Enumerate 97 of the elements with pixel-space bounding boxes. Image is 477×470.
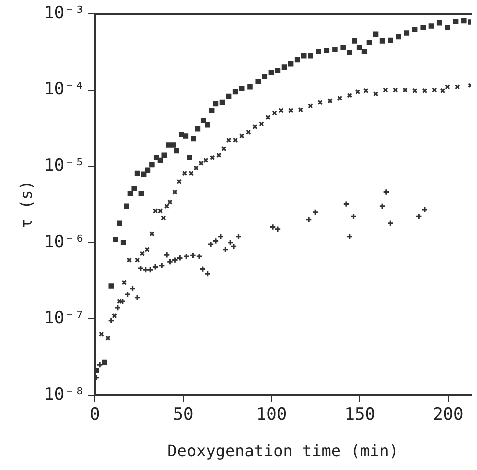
point xyxy=(190,252,197,260)
y-tick-label: 10⁻⁷ xyxy=(44,308,86,329)
point xyxy=(306,216,312,224)
point xyxy=(96,362,104,368)
point xyxy=(212,238,220,245)
point xyxy=(164,204,170,210)
point xyxy=(363,88,369,94)
point xyxy=(176,179,182,185)
point xyxy=(445,84,450,90)
point xyxy=(112,313,118,319)
y-tick-label: 10⁻³ xyxy=(44,3,86,24)
point xyxy=(182,170,188,176)
point xyxy=(272,110,278,116)
point xyxy=(440,88,446,94)
point xyxy=(379,203,386,210)
point xyxy=(350,213,358,220)
y-tick-label: 10⁻⁴ xyxy=(44,80,86,100)
point xyxy=(383,188,390,196)
point xyxy=(347,93,353,98)
point xyxy=(117,298,122,304)
point xyxy=(152,208,158,214)
point xyxy=(218,233,224,240)
point xyxy=(210,155,216,161)
point xyxy=(134,294,141,302)
point xyxy=(328,98,333,104)
point xyxy=(194,166,199,171)
point xyxy=(150,232,155,237)
point xyxy=(188,170,194,176)
point xyxy=(432,88,438,93)
point xyxy=(308,103,314,109)
point xyxy=(412,88,418,94)
x-tick-label: 50 xyxy=(173,405,194,426)
point xyxy=(221,146,227,152)
point xyxy=(124,291,132,298)
point xyxy=(246,130,252,136)
point xyxy=(454,84,460,90)
point xyxy=(208,241,214,248)
point xyxy=(176,254,184,262)
x-tick-label: 200 xyxy=(433,405,464,426)
point xyxy=(230,243,238,250)
point xyxy=(422,206,428,214)
point xyxy=(288,108,294,114)
point xyxy=(172,256,179,264)
point xyxy=(129,285,136,292)
x-tick-label: 100 xyxy=(256,405,288,426)
point xyxy=(278,108,284,114)
point xyxy=(216,152,222,158)
point xyxy=(235,233,242,240)
point xyxy=(108,317,115,324)
point xyxy=(152,264,159,271)
point xyxy=(144,247,150,252)
point xyxy=(172,190,178,195)
x-axis-title: Deoxygenation time (min) xyxy=(168,442,399,461)
point xyxy=(122,280,128,286)
point xyxy=(196,253,203,260)
point xyxy=(298,107,304,113)
point xyxy=(134,258,140,263)
point xyxy=(203,158,209,164)
point xyxy=(99,332,104,338)
point xyxy=(161,216,166,221)
point xyxy=(198,160,204,166)
point xyxy=(383,88,388,93)
point xyxy=(402,88,408,93)
point xyxy=(373,92,379,97)
x-tick-label: 150 xyxy=(344,405,376,426)
point xyxy=(416,213,423,220)
point xyxy=(355,89,361,95)
point xyxy=(126,258,132,263)
y-tick-label: 10⁻⁶ xyxy=(44,232,86,252)
point xyxy=(183,253,190,260)
point xyxy=(222,246,230,254)
point xyxy=(422,88,428,94)
point xyxy=(166,258,174,266)
point xyxy=(312,209,319,216)
point xyxy=(343,200,350,208)
y-axis-title: τ (s) xyxy=(16,180,36,229)
point xyxy=(318,100,324,106)
point xyxy=(337,96,343,102)
point xyxy=(392,88,398,93)
point xyxy=(226,138,232,144)
point xyxy=(252,124,258,130)
point xyxy=(266,114,271,120)
point xyxy=(259,121,264,127)
point xyxy=(239,134,245,139)
point xyxy=(387,220,394,227)
point xyxy=(158,208,164,214)
point xyxy=(164,252,170,259)
point xyxy=(227,239,234,246)
point xyxy=(158,262,166,270)
point xyxy=(346,233,354,240)
point xyxy=(114,304,122,312)
point xyxy=(106,336,111,341)
y-tick-label: 10⁻⁸ xyxy=(44,384,86,405)
point xyxy=(140,251,146,256)
x-tick-label: 0 xyxy=(90,405,100,426)
y-tick-label: 10⁻⁵ xyxy=(44,156,86,176)
point xyxy=(232,138,238,144)
